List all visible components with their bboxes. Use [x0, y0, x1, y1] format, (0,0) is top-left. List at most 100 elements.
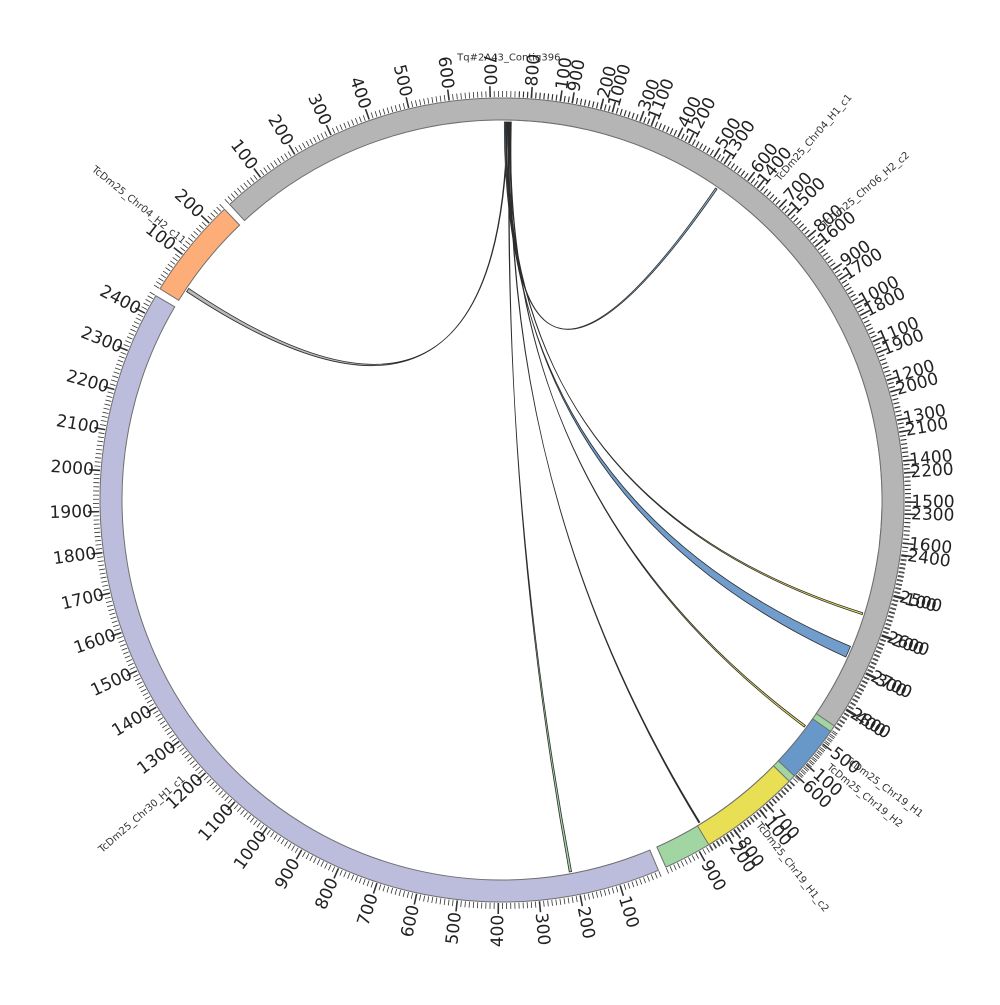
major-tick: [326, 125, 331, 135]
minor-tick: [267, 830, 270, 835]
segment-label-chr04h2: TcDm25_Chr04_H2_c11: [89, 164, 188, 247]
tick-label: 2800: [847, 704, 894, 744]
minor-tick: [352, 120, 354, 126]
minor-tick: [802, 769, 806, 773]
minor-tick: [710, 150, 713, 155]
minor-tick: [250, 818, 254, 823]
minor-tick: [228, 799, 232, 803]
tick-label: 400: [345, 74, 375, 111]
segment-layer: [100, 98, 904, 902]
minor-tick: [379, 884, 381, 890]
minor-tick: [237, 188, 241, 193]
minor-tick: [247, 180, 251, 185]
minor-tick: [95, 536, 101, 537]
minor-tick: [101, 581, 107, 582]
minor-tick: [813, 757, 818, 761]
minor-tick: [903, 464, 909, 465]
minor-tick: [102, 585, 108, 586]
minor-tick: [142, 307, 147, 310]
minor-tick: [135, 678, 140, 681]
minor-tick: [391, 888, 393, 894]
tick-label: 1000: [230, 827, 271, 874]
minor-tick: [194, 231, 199, 235]
minor-tick: [321, 861, 324, 866]
minor-tick: [674, 865, 677, 870]
minor-tick: [608, 889, 610, 895]
minor-tick: [98, 437, 104, 438]
minor-tick: [659, 871, 661, 877]
minor-tick: [196, 228, 200, 232]
minor-tick: [420, 99, 421, 105]
minor-tick: [379, 110, 381, 116]
minor-tick: [165, 268, 170, 271]
minor-tick: [285, 154, 288, 159]
minor-tick: [127, 337, 133, 339]
link-ribbon-chr19b: [510, 122, 700, 823]
minor-tick: [588, 894, 589, 900]
minor-tick: [415, 100, 416, 106]
minor-tick: [744, 173, 748, 178]
major-tick: [414, 894, 416, 905]
minor-tick: [153, 711, 158, 714]
minor-tick: [552, 900, 553, 906]
minor-tick: [616, 886, 618, 892]
minor-tick: [244, 812, 248, 817]
minor-tick: [866, 324, 871, 327]
minor-tick: [172, 738, 177, 742]
minor-tick: [112, 376, 118, 378]
minor-tick: [115, 368, 121, 370]
minor-tick: [274, 160, 277, 165]
minor-tick: [592, 893, 593, 899]
minor-tick: [355, 118, 357, 124]
minor-tick: [244, 183, 248, 188]
tick-label: 2200: [64, 366, 111, 397]
tick-label: 1500: [88, 664, 136, 700]
minor-tick: [119, 640, 125, 642]
minor-tick: [764, 189, 768, 194]
minor-tick: [314, 137, 317, 142]
minor-tick: [677, 863, 680, 868]
minor-tick: [428, 98, 429, 104]
minor-tick: [457, 94, 458, 100]
minor-tick: [96, 449, 102, 450]
minor-tick: [138, 314, 143, 317]
tick-label: 500: [442, 911, 465, 945]
minor-tick: [738, 168, 742, 173]
minor-tick: [173, 257, 178, 261]
tick-label: 800: [522, 53, 544, 87]
minor-tick: [107, 605, 113, 607]
minor-tick: [120, 644, 126, 646]
minor-tick: [728, 161, 731, 166]
minor-tick: [794, 218, 798, 222]
minor-tick: [274, 835, 277, 840]
minor-tick: [776, 200, 780, 204]
minor-tick: [122, 648, 128, 650]
tick-label: 200: [263, 111, 297, 149]
minor-tick: [383, 886, 385, 892]
major-tick: [727, 835, 733, 844]
minor-tick: [154, 285, 159, 288]
minor-tick: [234, 805, 238, 810]
minor-tick: [146, 299, 151, 302]
minor-tick: [100, 573, 106, 574]
minor-tick: [344, 123, 346, 129]
minor-tick: [277, 158, 280, 163]
minor-tick: [111, 380, 117, 382]
minor-tick: [130, 667, 135, 669]
tick-label: 400: [488, 915, 508, 948]
minor-tick: [810, 236, 815, 240]
minor-tick: [666, 127, 668, 132]
minor-tick: [177, 745, 182, 749]
minor-tick: [835, 270, 840, 273]
minor-tick: [158, 718, 163, 721]
minor-tick: [310, 856, 313, 861]
minor-tick: [604, 890, 606, 896]
major-tick: [572, 92, 574, 103]
major-tick: [580, 895, 582, 906]
minor-tick: [773, 197, 777, 201]
minor-tick: [98, 565, 104, 566]
segment-label-chr30: TcDm25_Chr30_H1_c1: [96, 774, 188, 856]
major-tick: [174, 248, 183, 255]
minor-tick: [703, 146, 706, 151]
tick-label: 1900: [49, 502, 93, 523]
